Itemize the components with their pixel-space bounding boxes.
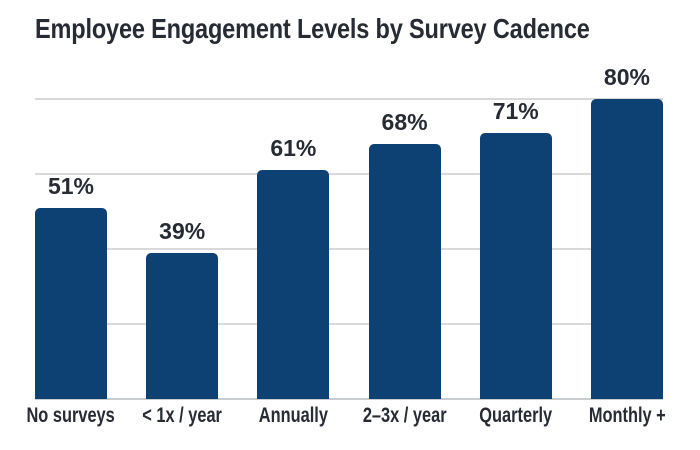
gridline	[35, 323, 663, 325]
bar-group: 61%	[257, 55, 330, 399]
bar	[35, 207, 107, 399]
category-label: Annually	[258, 404, 328, 427]
gridline	[35, 173, 663, 175]
bar	[146, 252, 219, 399]
bar-value-label: 61%	[270, 135, 317, 162]
bar-value-label: 80%	[603, 64, 650, 90]
bar	[257, 170, 330, 399]
bar-value-label: 51%	[47, 172, 95, 199]
bar-value-label: 68%	[381, 109, 428, 135]
category-label: 2–3x / year	[362, 404, 447, 427]
bar	[368, 144, 441, 399]
bar-value-label: 39%	[159, 217, 206, 244]
category-label: < 1x / year	[142, 404, 223, 427]
x-axis-baseline	[35, 398, 663, 400]
category-cell: Annually	[257, 404, 329, 428]
category-cell: 2–3x / year	[363, 404, 447, 428]
bar-group: 51%	[35, 55, 107, 399]
category-axis: No surveys < 1x / year Annually 2–3x / year…	[27, 404, 666, 428]
category-cell: Quarterly	[479, 404, 553, 428]
bar	[590, 99, 663, 399]
bar-series: 51% 39% 61% 68% 71% 80%	[35, 55, 663, 399]
category-cell: < 1x / year	[142, 404, 222, 428]
category-label: Quarterly	[479, 404, 553, 427]
chart-title: Employee Engagement Levels by Survey Cad…	[35, 13, 590, 44]
category-label: No surveys	[26, 404, 116, 427]
bar-value-label: 71%	[492, 97, 539, 124]
gridline	[35, 248, 663, 250]
bar-group: 39%	[146, 55, 219, 399]
plot-area: 51% 39% 61% 68% 71% 80%	[35, 55, 663, 400]
bar-group: 71%	[479, 55, 552, 399]
category-label: Monthly +	[588, 404, 666, 427]
bar-group: 68%	[368, 55, 441, 399]
bar	[479, 132, 552, 399]
gridline	[35, 98, 663, 100]
category-cell: No surveys	[27, 404, 115, 428]
bar-group: 80%	[590, 55, 663, 399]
category-cell: Monthly +	[588, 404, 666, 428]
